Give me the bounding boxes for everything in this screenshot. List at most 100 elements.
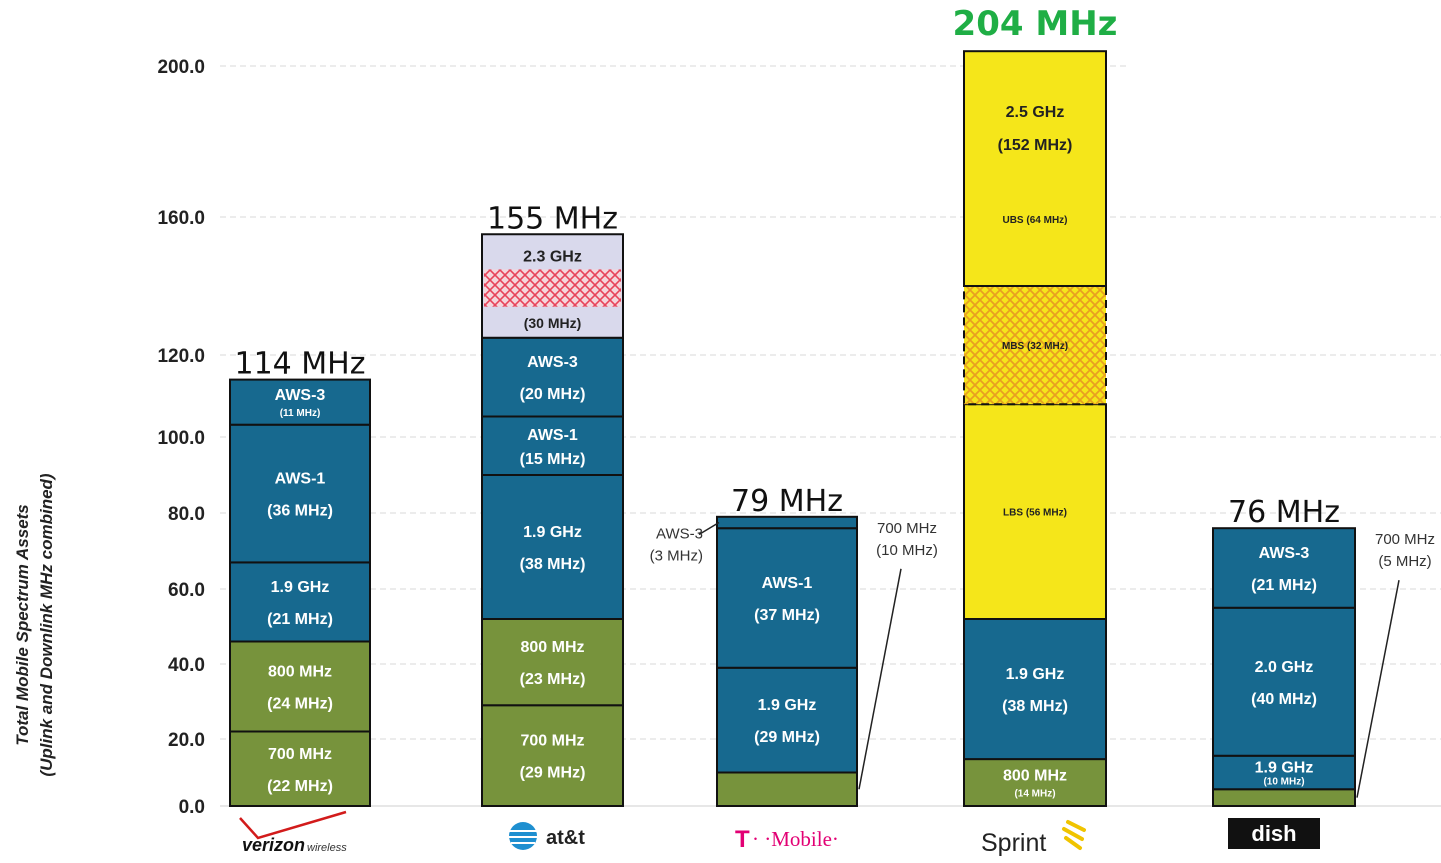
y-axis-label: Total Mobile Spectrum Assets (Uplink and… <box>13 473 56 777</box>
y-tick-label: 80.0 <box>168 504 205 525</box>
segment-amount: (24 MHz) <box>267 696 333 713</box>
segment-label: LBS (56 MHz) <box>1003 508 1067 519</box>
segment-label: 800 MHz <box>1003 768 1067 785</box>
sprint-logo: Sprint <box>981 820 1086 857</box>
y-tick-label: 0.0 <box>179 797 205 818</box>
bar-segment <box>963 403 1107 621</box>
bars: 700 MHz (22 MHz) 800 MHz (24 MHz) 1.9 GHz (21… <box>229 50 1356 807</box>
segment-amount: (30 MHz) <box>524 315 582 331</box>
y-tick-label: 60.0 <box>168 580 205 601</box>
bar-segment <box>229 730 371 807</box>
callout-line <box>858 568 902 790</box>
y-tick-label: 160.0 <box>157 208 205 229</box>
segment-amount: (11 MHz) <box>280 408 321 419</box>
bar-segment <box>963 618 1107 761</box>
segment-sublabel: UBS (64 MHz) <box>1002 215 1067 226</box>
bar-segment <box>716 666 858 774</box>
bar-segment <box>963 50 1107 288</box>
segment-amount: (38 MHz) <box>1002 698 1068 715</box>
bar-total-label: 114 MHz <box>235 347 366 382</box>
segment-label: 800 MHz <box>520 639 584 656</box>
segment-amount: (29 MHz) <box>520 765 586 782</box>
callout-label: 700 MHz <box>1375 531 1435 548</box>
segment-amount: (22 MHz) <box>267 778 333 795</box>
segment-label: 1.9 GHz <box>271 579 330 596</box>
svg-text:wireless: wireless <box>307 842 347 854</box>
bar-sprint: 800 MHz (14 MHz) 1.9 GHz (38 MHz) LBS (56 MH… <box>963 50 1107 807</box>
segment-label: 2.0 GHz <box>1255 659 1314 676</box>
bar-at-t: 700 MHz (29 MHz) 800 MHz (23 MHz) 1.9 GHz (38… <box>481 233 624 807</box>
bar-segment <box>481 704 624 807</box>
bar-total-label: 204 MHz <box>953 4 1118 44</box>
bar-segment <box>229 423 371 564</box>
callout-label: 700 MHz <box>877 520 937 537</box>
bar-segment <box>481 618 624 707</box>
segment-label: MBS (32 MHz) <box>1002 341 1068 352</box>
segment-label: AWS-3 <box>527 354 578 371</box>
bar-segment <box>716 527 858 669</box>
bar-t-mobile: 1.9 GHz (29 MHz) AWS-1 (37 MHz) <box>716 515 858 807</box>
segment-label: 1.9 GHz <box>1006 666 1065 683</box>
segment-amount: (36 MHz) <box>267 503 333 520</box>
verizon-logo: verizon wireless <box>239 810 347 855</box>
bar-total-label: 155 MHz <box>487 201 618 236</box>
segment-amount: (21 MHz) <box>1251 577 1317 594</box>
bar-total-label: 79 MHz <box>731 484 843 519</box>
bar-segment <box>481 415 624 476</box>
y-tick-label: 200.0 <box>157 57 205 78</box>
svg-text:at&t: at&t <box>546 827 585 849</box>
segment-amount: (37 MHz) <box>754 607 820 624</box>
callout-line <box>1356 580 1400 798</box>
bar-segment-hatch <box>484 269 621 307</box>
bar-segment <box>716 771 858 807</box>
segment-label: 2.3 GHz <box>523 248 582 265</box>
segment-label: 1.9 GHz <box>758 697 817 714</box>
y-tick-label: 100.0 <box>157 428 205 449</box>
bar-segment <box>1212 788 1356 807</box>
bar-segment <box>481 336 624 418</box>
segment-amount: (38 MHz) <box>520 556 586 573</box>
bar-totals: 114 MHz 155 MHz 79 MHz 204 MHz 76 MHz <box>235 4 1340 530</box>
y-tick-label: 20.0 <box>168 730 205 751</box>
y-axis-label-line2: (Uplink and Downlink MHz combined) <box>37 473 56 777</box>
segment-amount: (40 MHz) <box>1251 691 1317 708</box>
bar-segment <box>1212 606 1356 757</box>
segment-amount: (14 MHz) <box>1014 789 1055 800</box>
callouts: AWS-3 (3 MHz) 700 MHz (10 MHz) 700 MHz (5 MHz… <box>650 520 1435 798</box>
segment-label: 2.5 GHz <box>1006 104 1065 121</box>
segment-label: AWS-1 <box>762 575 813 592</box>
bar-segment <box>1212 527 1356 609</box>
segment-label: AWS-3 <box>275 387 326 404</box>
bar-segment <box>716 515 858 530</box>
segment-label: 1.9 GHz <box>523 524 582 541</box>
svg-text:verizon: verizon <box>242 835 305 855</box>
segment-amount: (23 MHz) <box>520 671 586 688</box>
bar-dish: 1.9 GHz(10 MHz) 2.0 GHz (40 MHz) AWS-3 (21 M… <box>1212 527 1356 807</box>
y-axis-ticks: 200.0 160.0 120.0 100.0 80.0 60.0 40.0 20.0 0.0 <box>157 57 205 818</box>
segment-amount: (20 MHz) <box>520 386 586 403</box>
svg-text:Sprint: Sprint <box>981 829 1046 857</box>
segment-amount: (152 MHz) <box>998 137 1073 154</box>
callout-amount: (5 MHz) <box>1378 553 1431 570</box>
bar-segment <box>229 640 371 733</box>
y-tick-label: 120.0 <box>157 346 205 367</box>
att-logo: at&t <box>509 822 585 850</box>
bar-total-label: 76 MHz <box>1228 495 1340 530</box>
bar-segment <box>229 378 371 426</box>
svg-text:· ·Mobile·: · ·Mobile· <box>752 827 839 851</box>
y-tick-label: 40.0 <box>168 655 205 676</box>
bar-verizon-wireless: 700 MHz (22 MHz) 800 MHz (24 MHz) 1.9 GHz (21… <box>229 378 371 807</box>
segment-label: 700 MHz <box>268 746 332 763</box>
y-axis-label-line1: Total Mobile Spectrum Assets <box>13 504 32 746</box>
callout-amount: (3 MHz) <box>650 548 703 565</box>
bar-segment <box>481 474 624 620</box>
callout-label: AWS-3 <box>656 526 703 543</box>
segment-amount: (21 MHz) <box>267 611 333 628</box>
segment-amount: (10 MHz) <box>1263 777 1304 788</box>
segment-amount: (29 MHz) <box>754 729 820 746</box>
svg-text:dish: dish <box>1251 821 1296 846</box>
svg-text:T: T <box>735 826 750 853</box>
callout-line <box>698 521 720 536</box>
segment-amount: (15 MHz) <box>520 451 586 468</box>
